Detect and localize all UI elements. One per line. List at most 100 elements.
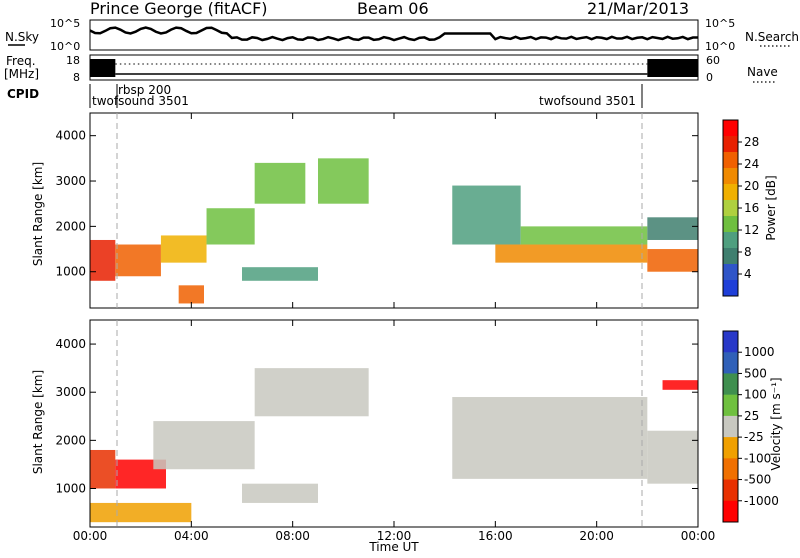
y-tick-label: 1000 [55,265,86,279]
colorbar-swatch [723,216,738,233]
colorbar-swatch [723,280,738,297]
colorbar-tick-label: 28 [744,135,759,149]
nsky-tick-bottom: 10^0 [50,40,80,53]
colorbar-swatch [723,373,738,396]
heatmap-region [254,368,369,417]
x-tick-label: 12:00 [377,529,412,543]
heatmap-region [90,449,116,489]
heatmap-region [153,421,255,470]
colorbar-tick-label: 24 [744,157,759,171]
freq-block-end [647,59,698,77]
x-tick-label: 20:00 [579,529,614,543]
colorbar-tick-label: 25 [744,409,759,423]
colorbar-tick-label: 8 [744,245,752,259]
colorbar-tick-label: 4 [744,267,752,281]
date-label: 21/Mar/2013 [587,0,689,18]
time-axis-label: Time UT [368,540,419,554]
heatmap-region [90,239,116,281]
colorbar-swatch [723,120,738,137]
x-tick-label: 16:00 [478,529,513,543]
colorbar-swatch [723,152,738,169]
colorbar-tick-label: 16 [744,201,759,215]
power-colorbar [723,120,738,297]
colorbar-swatch [723,415,738,438]
freq-block-start [90,59,116,77]
colorbar-swatch [723,479,738,502]
colorbar-swatch [723,232,738,249]
y-tick-label: 3000 [55,174,86,188]
beam-label: Beam 06 [357,0,429,18]
cpid-entry-2: twofsound 3501 [92,94,189,108]
velocity-colorbar-label: Velocity [m s⁻¹] [769,377,783,470]
power-y-axis: 4000 3000 2000 1000 [55,129,698,279]
colorbar-tick-label: -25 [744,430,764,444]
x-tick-label: 08:00 [275,529,310,543]
colorbar-swatch [723,184,738,201]
heatmap-region [178,285,204,304]
y-tick-label: 2000 [55,219,86,233]
y-tick-label: 4000 [55,129,86,143]
colorbar-tick-label: 100 [744,388,767,402]
heatmap-region [647,217,698,240]
station-title: Prince George (fitACF) [90,0,268,18]
power-colorbar-ticks: 28 24 20 16 12 8 4 [738,135,759,281]
velocity-colorbar-frame [722,330,739,523]
nsky-panel-frame [89,19,699,51]
nave-label: Nave [747,65,778,79]
heatmap-region [520,226,648,245]
colorbar-tick-label: 1000 [744,345,775,359]
nsearch-tick-bottom: 10^0 [705,40,735,53]
colorbar-swatch [723,437,738,459]
heatmap-region [206,208,255,245]
y-tick-label: 1000 [55,481,86,495]
velocity-colorbar-ticks: 1000 500 100 25 -25 -100 -500 -1000 [738,345,779,508]
freq-tick-top: 18 [66,54,80,67]
colorbar-swatch [723,331,738,353]
colorbar-tick-label: -500 [744,473,771,487]
nsky-label: N.Sky [5,30,39,44]
y-tick-label: 3000 [55,385,86,399]
x-tick-label: 00:00 [73,529,108,543]
nsky-line [89,26,699,42]
heatmap-region [115,244,161,277]
cpid-label: CPID [7,87,39,101]
colorbar-tick-label: -1000 [744,494,779,508]
colorbar-swatch [723,200,738,217]
freq-label-line1: Freq. [6,54,36,68]
velocity-colorbar [723,331,738,523]
x-tick-label: 00:00 [681,529,716,543]
colorbar-swatch [723,458,738,481]
colorbar-swatch [723,264,738,281]
heatmap-region [662,380,698,390]
freq-panel-frame [89,54,699,81]
power-panel-frame [89,112,699,309]
heatmap-region [242,267,318,281]
heatmap-region [647,430,698,484]
colorbar-swatch [723,500,738,523]
heatmap-region [647,249,698,272]
time-axis: 00:00 04:00 08:00 12:00 16:00 20:00 00:00 [73,113,716,543]
colorbar-tick-label: 12 [744,223,759,237]
velocity-heatmap [90,368,698,523]
y-tick-label: 4000 [55,337,86,351]
power-colorbar-label: Power [dB] [764,175,778,240]
colorbar-swatch [723,352,738,374]
cpid-entry-1: rbsp 200 [118,83,171,97]
heatmap-region [254,162,306,204]
cpid-entry-3: twofsound 3501 [539,94,636,108]
power-heatmap [90,158,698,304]
nsearch-tick-top: 10^5 [705,17,735,30]
heatmap-region [495,244,648,263]
colorbar-swatch [723,248,738,265]
colorbar-swatch [723,136,738,153]
colorbar-tick-label: 500 [744,366,767,380]
heatmap-region [452,185,521,245]
nsearch-label: N.Search [745,30,799,44]
freq-label-line2: [MHz] [4,67,39,81]
nsky-tick-top: 10^5 [50,17,80,30]
velocity-ylabel: Slant Range [km] [31,370,45,474]
nave-tick-bottom: 0 [706,71,713,84]
colorbar-swatch [723,168,738,185]
velocity-y-axis: 4000 3000 2000 1000 [55,337,698,495]
